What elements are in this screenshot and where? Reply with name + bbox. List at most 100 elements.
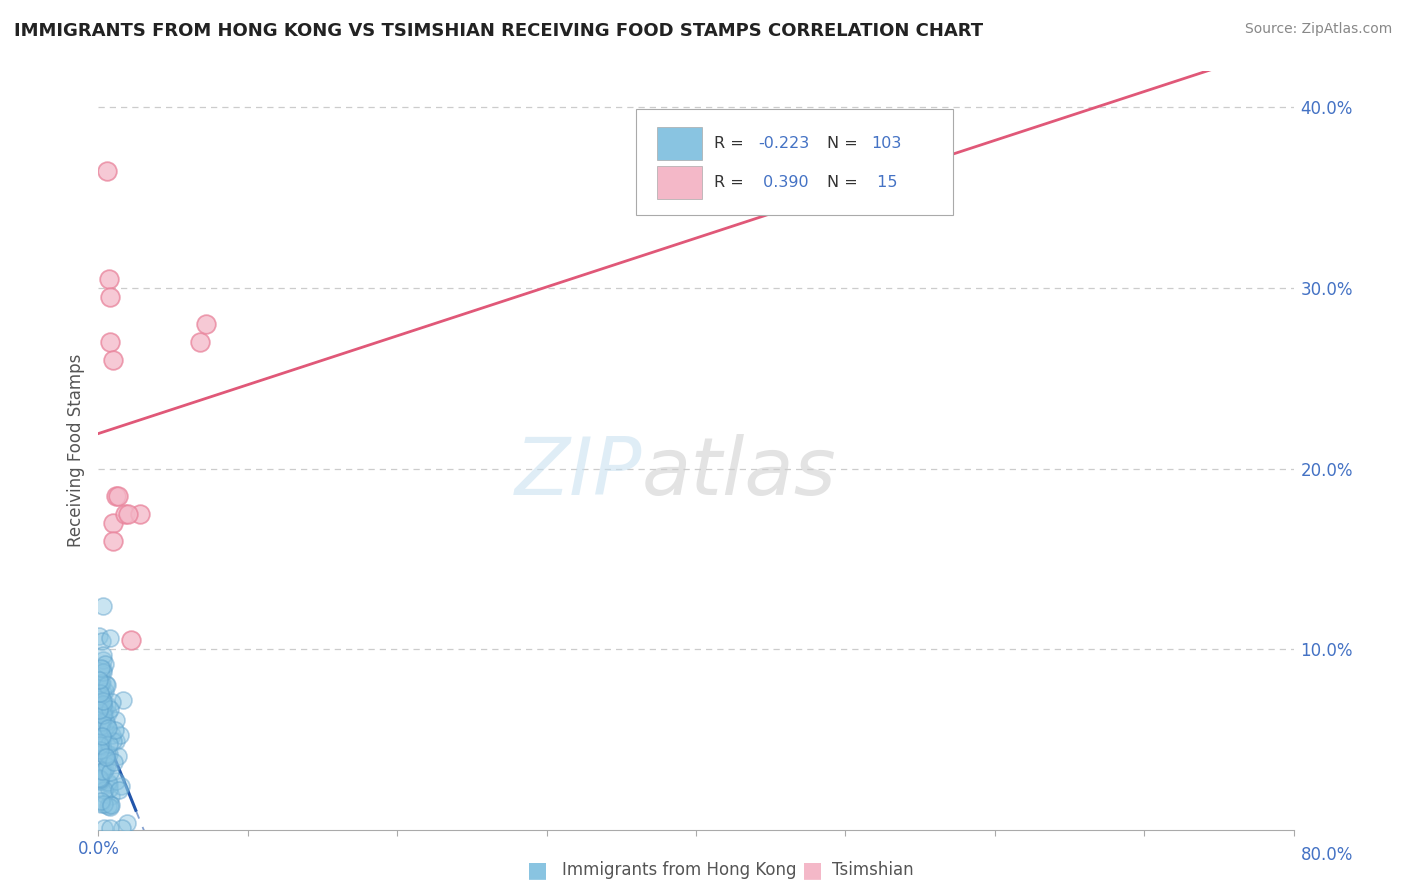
Point (97, 774, 120, 789)
Point (98, 800, 121, 814)
Point (87, 678, 110, 692)
Point (98, 797, 121, 812)
Point (98, 290, 122, 304)
Point (93, 698, 115, 712)
Point (97, 706, 120, 720)
Point (90, 675, 112, 690)
Point (93, 702, 115, 716)
Point (96, 678, 118, 692)
Point (87, 629, 110, 643)
Point (91, 662, 114, 676)
Point (89, 772, 111, 787)
Point (90, 729, 112, 743)
Point (89, 743, 111, 757)
Point (105, 713, 128, 727)
Point (91, 739, 114, 754)
Text: ■: ■ (801, 860, 823, 880)
Point (94, 762, 117, 776)
Point (96, 750, 118, 764)
Point (87, 736, 110, 750)
Y-axis label: Receiving Food Stamps: Receiving Food Stamps (67, 354, 86, 547)
Point (107, 489, 129, 503)
Point (91, 665, 114, 679)
Point (93, 787, 115, 801)
Point (96, 719, 118, 733)
Point (89, 772, 111, 787)
Point (93, 821, 115, 835)
Point (90, 676, 112, 690)
Text: atlas: atlas (643, 434, 837, 512)
Point (90, 661, 112, 675)
Point (97, 737, 120, 751)
Point (91, 599, 114, 614)
Point (93, 751, 115, 765)
Point (91, 698, 114, 712)
Point (90, 794, 112, 808)
Point (89, 773, 111, 788)
Point (91, 705, 114, 719)
Point (91, 736, 114, 750)
Point (87, 739, 110, 753)
Point (91, 731, 114, 746)
Point (96, 715, 118, 730)
Text: 80.0%: 80.0% (1301, 847, 1353, 864)
Point (112, 693, 135, 707)
Point (120, 633, 142, 648)
Text: Tsimshian: Tsimshian (832, 861, 914, 879)
Text: ZIP: ZIP (515, 434, 643, 512)
Point (90, 689, 112, 703)
Point (100, 798, 122, 813)
Point (89, 678, 111, 692)
Point (103, 755, 125, 769)
Point (94, 676, 117, 690)
Point (93, 782, 115, 797)
Point (89, 730, 111, 744)
Point (98, 821, 121, 835)
Point (195, 317, 218, 331)
Point (90, 634, 112, 648)
Point (98, 764, 121, 779)
Point (188, 335, 211, 350)
Text: R =: R = (714, 136, 749, 151)
Point (91, 731, 114, 745)
Point (90, 715, 112, 730)
Point (90, 773, 112, 788)
Point (90, 666, 112, 681)
Point (117, 507, 139, 521)
Text: ■: ■ (527, 860, 548, 880)
Point (97, 777, 120, 791)
Point (96, 759, 118, 773)
FancyBboxPatch shape (637, 110, 953, 216)
Point (89, 686, 111, 700)
Point (105, 489, 128, 503)
Point (89, 696, 111, 710)
Point (103, 516, 125, 530)
Point (103, 533, 125, 548)
Text: N =: N = (827, 136, 863, 151)
Point (89, 739, 111, 753)
Point (108, 783, 131, 797)
Point (91, 697, 114, 711)
Point (97, 272, 120, 286)
Text: 15: 15 (872, 176, 897, 190)
Point (93, 706, 115, 721)
Point (103, 353, 125, 368)
Point (89, 694, 111, 708)
Text: 103: 103 (872, 136, 903, 151)
Point (91, 694, 114, 708)
Point (91, 653, 114, 667)
Point (93, 721, 115, 735)
Point (101, 733, 124, 747)
Point (110, 779, 132, 793)
Text: -0.223: -0.223 (758, 136, 810, 151)
Point (97, 721, 120, 735)
Text: Source: ZipAtlas.com: Source: ZipAtlas.com (1244, 22, 1392, 37)
Point (111, 821, 134, 835)
Bar (657, 166, 702, 200)
Point (98, 335, 122, 350)
Point (90, 746, 112, 760)
Point (91, 686, 114, 700)
Point (104, 723, 127, 737)
Point (94, 657, 117, 671)
Bar (657, 127, 702, 160)
